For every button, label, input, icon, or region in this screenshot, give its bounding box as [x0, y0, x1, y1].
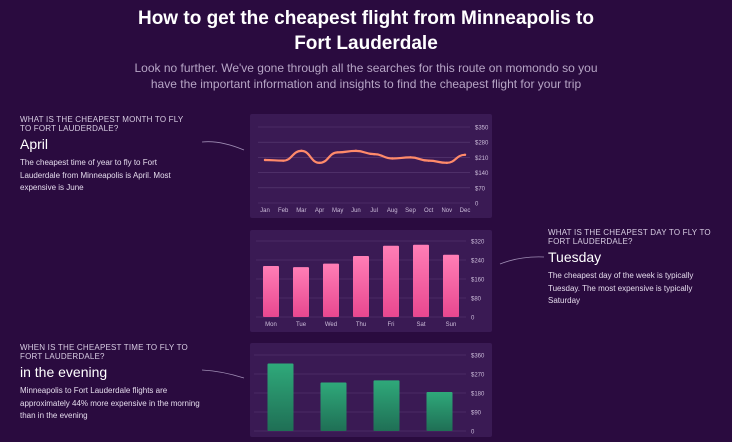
month-ytick-label: 0	[475, 202, 479, 208]
time-price-chart: $360 $270 $180 $90 0	[254, 354, 485, 436]
month-data-point	[281, 159, 285, 162]
day-xtick-label: Sun	[446, 322, 457, 328]
month-data-point	[336, 151, 339, 154]
month-data-point	[300, 149, 303, 153]
day-bar	[353, 255, 369, 317]
month-data-point	[409, 156, 412, 159]
day-xtick-label: Thu	[356, 322, 366, 328]
month-xtick-label: Nov	[441, 208, 452, 214]
month-question: WHAT IS THE CHEAPEST MONTH TO FLY TO FOR…	[20, 115, 184, 133]
month-data-point	[263, 158, 267, 162]
month-xtick-label: Feb	[278, 208, 289, 214]
month-data-point	[463, 153, 467, 156]
day-description: The cheapest day of the week is typicall…	[548, 271, 694, 305]
time-connector-line	[201, 369, 245, 379]
day-bar	[413, 244, 429, 317]
day-xtick-label: Sat	[416, 322, 425, 328]
time-ytick-label: $270	[471, 373, 485, 379]
month-data-point	[427, 159, 430, 162]
day-xtick-label: Wed	[325, 322, 337, 328]
month-xtick-label: Jul	[370, 208, 378, 214]
title-line-1: How to get the cheapest flight from Minn…	[137, 8, 594, 29]
month-ytick-label: $210	[475, 156, 489, 162]
day-ytick-label: 0	[471, 316, 475, 322]
month-data-point	[445, 161, 449, 165]
day-ytick-label: $160	[471, 278, 485, 284]
day-bar	[293, 267, 309, 317]
day-xtick-label: Fri	[388, 322, 395, 328]
time-bar	[426, 391, 453, 431]
day-connector-line	[499, 256, 545, 265]
month-data-point	[318, 161, 321, 165]
month-ytick-label: $70	[475, 186, 486, 192]
day-chart-panel: $320 $240 $160 $80 0 Mon Tue Wed Thu Fri Sat Sun	[250, 230, 492, 332]
month-ytick-label: $280	[475, 141, 489, 147]
month-xtick-label: Dec	[460, 208, 471, 214]
time-bar	[320, 382, 347, 431]
month-xtick-label: Aug	[387, 208, 398, 214]
time-chart-panel: $360 $270 $180 $90 0	[250, 343, 492, 437]
month-data-point	[391, 157, 394, 160]
month-data-point	[372, 152, 376, 156]
month-chart-panel: $350 $280 $210 $140 $70 0 Jan Feb Mar Apr May Jun Ju…	[250, 114, 492, 218]
time-insight: WHEN IS THE CHEAPEST TIME TO FLY TO FORT…	[20, 343, 200, 423]
day-bar	[323, 263, 339, 317]
day-ytick-label: $80	[471, 297, 482, 303]
page-title: How to get the cheapest flight from Minn…	[0, 6, 732, 56]
month-price-line	[263, 149, 467, 164]
month-description: The cheapest time of year to fly to Fort…	[20, 158, 171, 192]
month-ytick-label: $140	[475, 171, 489, 177]
time-bar	[373, 380, 400, 431]
month-xtick-label: Apr	[315, 208, 324, 214]
day-xtick-label: Mon	[265, 322, 277, 328]
day-answer: Tuesday	[548, 249, 602, 265]
month-price-chart: $350 $280 $210 $140 $70 0 Jan Feb Mar Apr May Jun Ju…	[258, 126, 489, 214]
month-xtick-label: Oct	[424, 208, 434, 214]
day-price-chart: $320 $240 $160 $80 0 Mon Tue Wed Thu Fri Sat Sun	[256, 240, 485, 328]
month-xtick-label: Sep	[405, 208, 416, 214]
time-description: Minneapolis to Fort Lauderdale flights a…	[20, 386, 200, 420]
month-xtick-label: Jan	[260, 208, 270, 214]
day-xtick-label: Tue	[296, 322, 307, 328]
day-ytick-label: $240	[471, 259, 485, 265]
time-ytick-label: $90	[471, 411, 482, 417]
day-bar	[383, 245, 399, 317]
title-line-2: Fort Lauderdale	[294, 33, 438, 54]
day-ytick-label: $320	[471, 240, 485, 246]
month-connector-line	[201, 141, 245, 151]
day-bar	[263, 265, 279, 317]
time-ytick-label: 0	[471, 430, 475, 436]
month-insight: WHAT IS THE CHEAPEST MONTH TO FLY TO FOR…	[20, 115, 190, 195]
time-answer: in the evening	[20, 364, 108, 380]
month-data-point	[354, 149, 358, 153]
day-insight: WHAT IS THE CHEAPEST DAY TO FLY TO FORT …	[548, 228, 723, 308]
month-xtick-label: Jun	[351, 208, 361, 214]
time-ytick-label: $180	[471, 392, 485, 398]
month-xtick-label: May	[332, 208, 343, 214]
month-xtick-label: Mar	[296, 208, 306, 214]
day-question: WHAT IS THE CHEAPEST DAY TO FLY TO FORT …	[548, 228, 711, 246]
month-ytick-label: $350	[475, 126, 489, 132]
time-question: WHEN IS THE CHEAPEST TIME TO FLY TO FORT…	[20, 343, 188, 361]
month-answer: April	[20, 136, 49, 152]
day-bar	[443, 254, 459, 317]
time-ytick-label: $360	[471, 354, 485, 360]
time-bar	[267, 363, 294, 431]
page-subtitle: Look no further. We've gone through all …	[134, 61, 598, 91]
